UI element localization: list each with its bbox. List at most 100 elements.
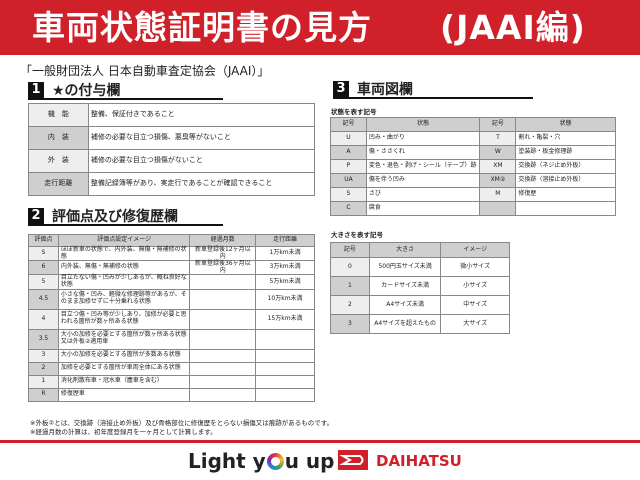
table-cell: 腐食 [365,201,481,216]
table-cell: 交換跡（溶接止め外板） [515,173,616,188]
table-cell: C [330,201,367,216]
table-cell: 小サイズ [440,276,510,296]
table-cell [189,288,257,310]
table-cell: 15万km未満 [255,308,315,330]
table-cell: カードサイズ未満 [368,276,442,296]
column-header: 状態 [515,117,616,132]
table-cell: U [330,131,367,146]
table-row: 3 A4サイズを超えたもの 大サイズ [330,314,510,334]
table-row: UA 傷を伴う凹み XM② 交換跡（溶接止め外板） [330,173,616,188]
table-cell: 中サイズ [440,295,510,315]
table-cell [189,328,257,350]
table-cell: さび [365,187,481,202]
table-cell: 交換跡（ネジ止め外板） [515,159,616,174]
table-cell: 補修の必要な目立つ損傷、悪臭等がないこと [87,126,316,150]
table-cell: M [479,187,517,202]
table-cell: 傷・ささくれ [365,145,481,160]
table-cell: 割れ・亀裂・穴 [515,131,616,146]
column-header: イメージ [440,242,510,258]
table-row: 6 内外装、無傷・無補修の状態 新車登録後36ヶ月以内 3万km未満 [28,260,315,276]
rainbow-ring-icon [266,452,284,470]
table-row: R 修復歴車 [28,387,315,402]
table-row: P 変色・退色・剥げ・シール（テープ）跡 XM 交換跡（ネジ止め外板） [330,159,616,174]
table-row: 4.5 小さな傷・凹み、軽微な修理跡等があるが、そのまま加修せずに十分乗れる状態 1… [28,288,315,310]
slogan-text: Light y [188,449,266,473]
section-2-heading: 2 評価点及び修復歴欄 [28,208,223,226]
table-cell: 1 [330,276,370,296]
table-cell: S [330,187,367,202]
table-cell: 修復歴車 [57,387,191,402]
table-row: U 凹み・曲がり T 割れ・亀裂・穴 [330,131,616,146]
table-cell: 外 装 [28,149,89,173]
section-number: 1 [28,82,44,98]
table-cell: 内 装 [28,126,89,150]
table-header-row: 記号 大きさ イメージ [330,242,510,258]
divider [0,440,640,443]
table-cell: XM [479,159,517,174]
note: ※外板②とは、交換跡（溶接止め外板）及び骨格部位に修復歴をとらない損傷又は痕跡が… [30,419,334,427]
table-cell: 3 [330,314,370,334]
table-cell: 3.5 [28,328,59,350]
table-cell: 3 [28,348,59,363]
brand-name: DAIHATSU [376,452,462,470]
table-cell [479,201,517,216]
table-cell: S [28,245,59,262]
column-header: 記号 [330,242,370,258]
star-table: 機 能整備、保証付きであること内 装補修の必要な目立つ損傷、悪臭等がないこと外 … [28,103,316,196]
table-cell [255,374,315,389]
table-cell: 5万km未満 [255,274,315,290]
table-cell [189,374,257,389]
table-cell [189,387,257,402]
column-header: 状態 [365,117,481,132]
table-cell: 新車登録後12ヶ月以内 [189,245,257,262]
table-cell: 小さな傷・凹み、軽微な修理跡等があるが、そのまま加修せずに十分乗れる状態 [57,288,191,310]
table-cell: 3万km未満 [255,260,315,276]
table-cell: 機 能 [28,103,89,127]
section-title: ★の付与欄 [52,83,121,99]
table-cell: 走行距離 [28,172,89,196]
table-cell [515,201,616,216]
section-number: 2 [28,208,44,224]
size-subtitle: 大きさを表す記号 [331,231,383,239]
table-cell: 1万km未満 [255,245,315,262]
table-cell: 変色・退色・剥げ・シール（テープ）跡 [365,159,481,174]
table-cell [189,348,257,363]
table-row: 5 目立たない傷・凹みが少しあるが、概ね良好な状態 5万km未満 [28,274,315,290]
table-cell: 目立たない傷・凹みが少しあるが、概ね良好な状態 [57,274,191,290]
table-row: 1 消化剤散布車・冠水車（塵車を含む） [28,374,315,389]
section-1-heading: 1 ★の付与欄 [28,82,223,100]
page-title: 車両状態証明書の見方 (JAAI編) [0,0,640,55]
table-cell: P [330,159,367,174]
size-symbol-table: 記号 大きさ イメージ 0 500円玉サイズ未満 微小サイズ 1 カードサイズ未満 小サイズ 2 A… [330,242,510,334]
table-cell [189,361,257,376]
table-row: 機 能整備、保証付きであること [28,103,316,127]
table-row: S ほぼ新車の状態で、内外装、無傷・無補修の状態 新車登録後12ヶ月以内 1万km未満 [28,245,315,262]
table-cell: 微小サイズ [440,257,510,277]
table-row: 走行距離 整備記録簿等があり、実走行であることが確認できること [28,172,316,196]
table-cell: 内外装、無傷・無補修の状態 [57,260,191,276]
table-cell: 5 [28,274,59,290]
table-row: 3.5 大小の加修を必要とする箇所が数ヶ所ある状態又は外板②適用車 [28,328,315,350]
table-cell: R [28,387,59,402]
slogan-logo: Light y u up [188,449,334,473]
table-cell: XM② [479,173,517,188]
table-cell: 目立つ傷・凹み等が少しあり、加修が必要と思われる箇所が数ヶ所ある状態 [57,308,191,330]
table-cell: T [479,131,517,146]
table-cell: 傷を伴う凹み [365,173,481,188]
notes: ※外板②とは、交換跡（溶接止め外板）及び骨格部位に修復歴をとらない損傷又は痕跡が… [30,419,333,437]
table-cell [189,308,257,330]
section-3-heading: 3 車両図欄 [333,81,533,99]
table-cell: A4サイズ未満 [368,295,442,315]
table-cell: 大小の加修を必要とする箇所が多数ある状態 [57,348,191,363]
table-cell: 4.5 [28,288,59,310]
table-row: C 腐食 [330,201,616,216]
table-row: 内 装補修の必要な目立つ損傷、悪臭等がないこと [28,126,316,150]
table-cell: ほぼ新車の状態で、内外装、無傷・無補修の状態 [57,245,191,262]
table-cell: 加修を必要とする箇所が車両全体にある状態 [57,361,191,376]
table-cell: 2 [330,295,370,315]
table-cell: 新車登録後36ヶ月以内 [189,260,257,276]
section-number: 3 [333,81,349,97]
table-row: 4 目立つ傷・凹み等が少しあり、加修が必要と思われる箇所が数ヶ所ある状態 15万km… [28,308,315,330]
score-table: 評価点 評価点設定イメージ 経過月数 走行距離 S ほぼ新車の状態で、内外装、無傷・無補修… [28,234,315,402]
table-cell: 整備記録簿等があり、実走行であることが確認できること [87,172,316,196]
